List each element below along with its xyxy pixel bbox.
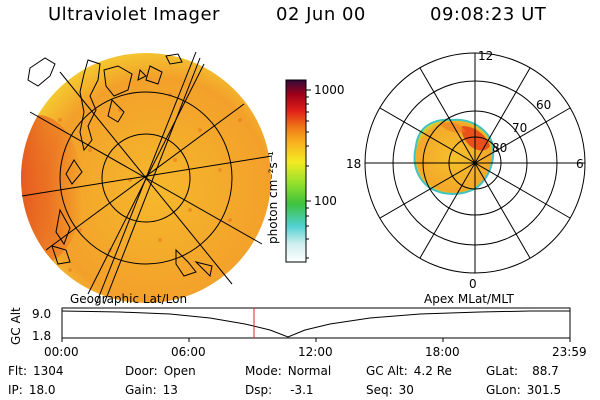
info-dsp-label: Dsp: [245, 383, 273, 397]
polar-image-panel: 12 6 0 18 60 70 80 Apex MLat/MLT [346, 49, 586, 306]
altitude-curve [61, 310, 570, 338]
altitude-ylabel: GC Alt [9, 307, 23, 345]
info-flt: Flt: 1304 [8, 364, 64, 378]
info-glon: GLon: 301.5 [486, 383, 561, 397]
polar-panel-label: Apex MLat/MLT [424, 292, 514, 306]
info-door-value: Open [163, 364, 196, 378]
geo-meridian [87, 63, 205, 295]
geo-lat-circle-outer [59, 91, 233, 265]
altitude-x-ticks [61, 338, 571, 342]
info-seq-value: 30 [398, 383, 414, 397]
geo-lat-circle-inner [101, 133, 191, 223]
altitude-xtick: 06:00 [171, 345, 206, 359]
mlat-label-70: 70 [512, 121, 527, 135]
geo-speckle [58, 93, 242, 272]
info-dsp-value: -3.1 [290, 383, 314, 397]
info-glat-label: GLat: [486, 364, 519, 378]
info-gcalt-label: GC Alt: [366, 364, 408, 378]
colorbar-tick-100: 100 [314, 194, 337, 208]
mlt-label-18: 18 [346, 157, 361, 171]
info-gain-value: 13 [162, 383, 178, 397]
altitude-ytick-bottom: 1.8 [32, 329, 51, 343]
geo-grid [21, 51, 273, 305]
polar-grid [364, 52, 586, 274]
colorbar: 1000 100 photon cm⁻²s⁻¹ [266, 79, 345, 263]
colorbar-unit-label: photon cm⁻²s⁻¹ [266, 151, 280, 244]
info-ip-label: IP: [8, 383, 23, 397]
info-gain: Gain: 13 [125, 383, 178, 397]
mlt-label-12: 12 [478, 49, 493, 63]
info-door-label: Door: [125, 364, 158, 378]
altitude-xtick: 18:00 [425, 345, 460, 359]
geo-panel-label: Geographic Lat/Lon [70, 292, 187, 306]
info-dsp: Dsp: -3.1 [245, 383, 314, 397]
info-gcalt-value: 4.2 Re [413, 364, 452, 378]
colorbar-tick-1000: 1000 [314, 83, 345, 97]
altitude-xtick: 23:59 [552, 345, 587, 359]
info-ip-value: 18.0 [28, 383, 56, 397]
info-gcalt: GC Alt: 4.2 Re [366, 364, 452, 378]
info-seq-label: Seq: [366, 383, 393, 397]
altitude-xtick: 00:00 [44, 345, 79, 359]
mlt-label-0: 0 [469, 277, 477, 291]
info-mode: Mode: Normal [245, 364, 331, 378]
mlt-label-6: 6 [576, 157, 584, 171]
info-flt-value: 1304 [32, 364, 64, 378]
image-date: 02 Jun 00 [276, 4, 366, 25]
altitude-plot: GC Alt 9.0 1.8 00:00 06:00 12:00 18:00 2… [9, 307, 587, 359]
info-mode-value: Normal [287, 364, 332, 378]
auroral-mid-band [440, 122, 466, 133]
colorbar-gradient [285, 79, 307, 263]
image-time: 09:08:23 UT [430, 4, 547, 25]
geo-meridian [45, 103, 245, 251]
info-glon-value: 301.5 [526, 383, 562, 397]
info-glat: GLat: 88.7 [486, 364, 559, 378]
geo-coastlines [27, 53, 213, 278]
auroral-hot-spot [461, 126, 490, 151]
image-title: Ultraviolet Imager [48, 4, 220, 25]
info-flt-label: Flt: [8, 364, 27, 378]
info-door: Door: Open [125, 364, 196, 378]
info-mode-label: Mode: [245, 364, 282, 378]
mlat-label-60: 60 [536, 98, 551, 112]
mlat-label-80: 80 [492, 141, 507, 155]
info-ip: IP: 18.0 [8, 383, 56, 397]
info-glat-value: 88.7 [532, 364, 559, 378]
geo-hot-region [21, 115, 83, 265]
info-glon-label: GLon: [486, 383, 521, 397]
info-gain-label: Gain: [125, 383, 157, 397]
info-seq: Seq: 30 [366, 383, 414, 397]
colorbar-ticks [306, 89, 311, 259]
altitude-ytick-top: 9.0 [32, 307, 51, 321]
altitude-xtick: 12:00 [298, 345, 333, 359]
geographic-image-panel: Geographic Lat/Lon [21, 51, 273, 306]
